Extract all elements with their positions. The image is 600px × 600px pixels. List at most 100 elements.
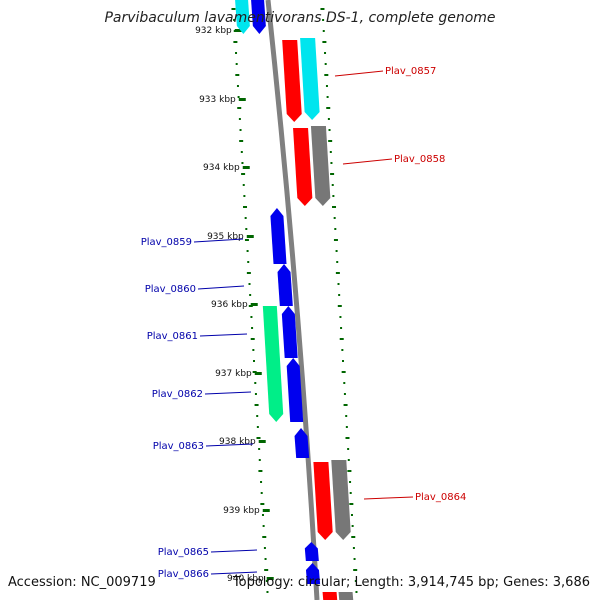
tick-mark — [241, 173, 246, 175]
feature-grey-cds — [310, 126, 331, 206]
tick-mark — [237, 96, 240, 98]
tick-mark — [339, 316, 342, 318]
tick-mark — [341, 371, 346, 373]
tick-mark — [248, 283, 251, 285]
tick-mark — [349, 492, 352, 494]
tick-mark — [247, 261, 250, 263]
tick-mark — [334, 228, 337, 230]
accession-text: Accession: NC_009719 — [8, 575, 156, 590]
tick-mark — [340, 327, 343, 329]
tick-mark — [324, 74, 329, 76]
scale-tick — [254, 372, 262, 375]
leader-line — [204, 391, 252, 395]
tick-mark — [326, 107, 331, 109]
tick-mark — [330, 173, 335, 175]
scale-label: 938 kbp — [219, 437, 256, 447]
tick-mark — [345, 426, 348, 428]
gene-label-plav-0862: Plav_0862 — [152, 389, 203, 400]
tick-mark — [347, 448, 350, 450]
tick-mark — [337, 305, 342, 307]
tick-mark — [249, 294, 252, 296]
scale-label: 933 kbp — [199, 95, 236, 105]
feature-plav-0860 — [277, 264, 293, 306]
gene-label-plav-0863: Plav_0863 — [153, 441, 204, 452]
scale-tick — [250, 303, 258, 306]
gene-label-plav-0857: Plav_0857 — [385, 66, 436, 77]
tick-mark — [240, 151, 243, 153]
tick-mark — [246, 272, 251, 274]
tick-mark — [258, 470, 263, 472]
tick-mark — [266, 591, 269, 593]
feature-plav-0861 — [281, 306, 298, 358]
tick-mark — [253, 360, 255, 362]
tick-mark — [343, 404, 348, 406]
tick-mark — [325, 85, 328, 87]
tick-mark — [252, 349, 255, 351]
tick-mark — [261, 514, 264, 516]
leader-line — [363, 496, 414, 500]
scale-labels: 932 kbp 933 kbp 934 kbp 935 kbp 936 kbp 937 k… — [195, 26, 264, 584]
feature-grey-cds — [331, 460, 351, 540]
tick-mark — [236, 85, 239, 87]
scale-tick — [234, 29, 242, 32]
tick-mark — [243, 195, 246, 197]
topology-text: Topology: circular; Length: 3,914,745 bp… — [232, 575, 590, 590]
scale-tick — [242, 166, 250, 169]
tick-mark — [349, 481, 352, 483]
feature-cyan-cds — [300, 38, 320, 120]
scale-tick — [266, 577, 274, 580]
tick-mark — [256, 426, 259, 428]
tick-mark — [242, 184, 245, 186]
feature-layer — [235, 0, 354, 600]
feature-grey-cds — [338, 592, 354, 600]
tick-mark — [256, 437, 261, 439]
tick-mark — [260, 481, 263, 483]
scale-label: 939 kbp — [223, 506, 260, 516]
feature-plav-0863 — [294, 428, 310, 458]
tick-mark — [350, 514, 353, 516]
tick-mark — [250, 338, 255, 340]
tick-mark — [264, 558, 267, 560]
tick-mark — [260, 503, 265, 505]
scale-label: 935 kbp — [207, 232, 244, 242]
leader-line — [193, 238, 244, 243]
tick-mark — [343, 393, 346, 395]
tick-mark — [343, 382, 346, 384]
tick-mark — [333, 239, 338, 241]
tick-mark — [250, 316, 253, 318]
tick-mark — [235, 63, 238, 65]
tick-mark — [349, 503, 354, 505]
tick-mark — [251, 327, 254, 329]
right-tick-track — [320, 8, 358, 593]
tick-mark — [233, 19, 236, 21]
tick-mark — [329, 151, 332, 153]
scale-tick — [246, 235, 254, 238]
scale-label: 932 kbp — [195, 26, 232, 36]
feature-cyan-cds — [235, 0, 250, 34]
tick-mark — [254, 393, 257, 395]
tick-mark — [324, 63, 327, 65]
gene-label-plav-0866: Plav_0866 — [158, 569, 209, 580]
feature-plav-0865 — [304, 542, 319, 561]
tick-mark — [332, 206, 337, 208]
scale-label: 936 kbp — [211, 300, 248, 310]
feature-blue-cds — [251, 0, 266, 34]
tick-mark — [239, 140, 244, 142]
tick-mark — [338, 294, 341, 296]
gene-label-plav-0864: Plav_0864 — [415, 492, 466, 503]
leader-line — [342, 158, 393, 165]
tick-mark — [262, 525, 265, 527]
scale-label: 940 kbp — [227, 574, 264, 584]
tick-mark — [353, 558, 356, 560]
tick-mark — [333, 217, 336, 219]
tick-mark — [264, 569, 269, 571]
gene-label-plav-0860: Plav_0860 — [145, 284, 196, 295]
tick-mark — [244, 239, 249, 241]
tick-mark — [345, 437, 350, 439]
tick-mark — [258, 448, 261, 450]
tick-mark — [265, 580, 268, 582]
left-tick-track — [231, 8, 269, 593]
tick-mark — [330, 162, 333, 164]
tick-mark — [352, 547, 355, 549]
